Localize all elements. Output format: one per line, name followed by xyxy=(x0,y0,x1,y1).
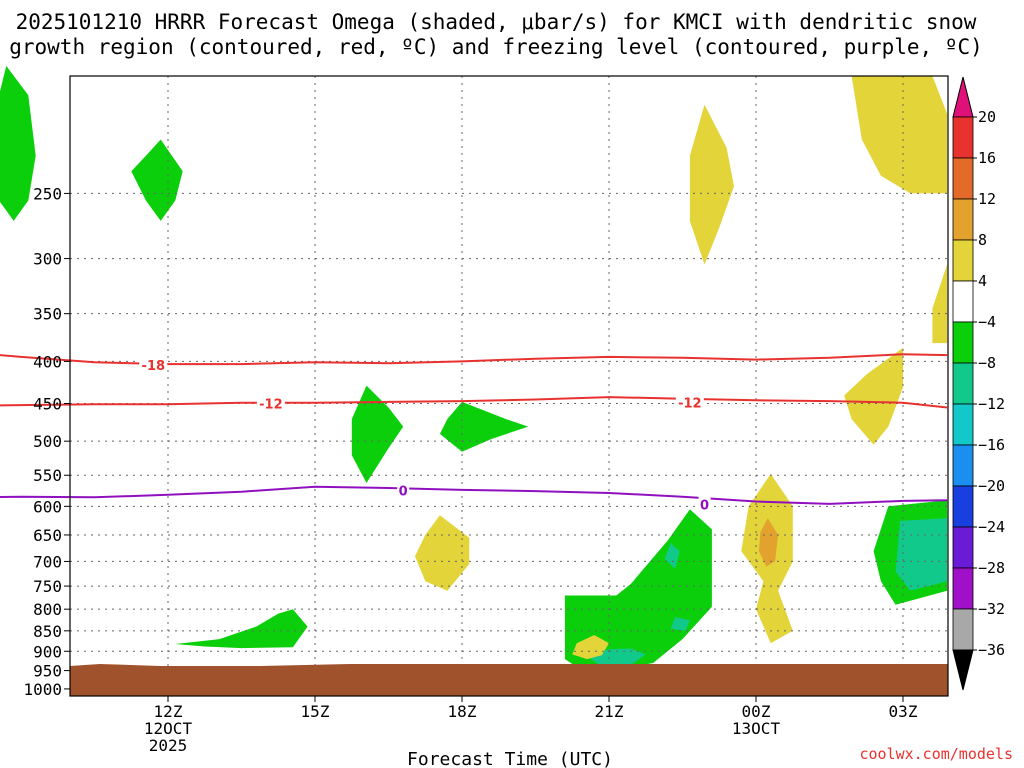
y-tick-label-350: 350 xyxy=(33,305,62,324)
colorbar-segment-11 xyxy=(952,567,974,610)
x-tick-label-15Z-1: 15Z xyxy=(301,702,330,721)
contour-lines xyxy=(0,353,948,505)
colorbar-segment-8 xyxy=(952,444,974,487)
colorbar-segment-1 xyxy=(952,157,974,200)
contour-dgz-top xyxy=(0,353,948,366)
colorbar-label-12: −32 xyxy=(978,600,1005,618)
x-tick-label-18Z-1: 18Z xyxy=(448,702,477,721)
shaded-region-upward-480 xyxy=(351,385,404,483)
contour-label-bg-1 xyxy=(256,395,285,410)
colorbar-label-5: −4 xyxy=(978,313,996,331)
contour-label-4: 0 xyxy=(399,485,408,500)
y-tick-label-950: 950 xyxy=(33,662,62,681)
contour-label-bg-5 xyxy=(698,496,711,511)
y-axis-pressure: 2503003504004505005506006507007508008509… xyxy=(23,184,70,699)
colorbar-segment-3 xyxy=(952,239,974,282)
y-tick-label-700: 700 xyxy=(33,552,62,571)
shaded-region-upward-250-b xyxy=(131,139,183,221)
colorbar-label-8: −16 xyxy=(978,436,1005,454)
shaded-region-sinking-250-b xyxy=(851,76,948,194)
x-tick-label-03Z-1: 03Z xyxy=(889,702,918,721)
shaded-region-sinking-700-core xyxy=(758,518,779,567)
terrain-ground xyxy=(70,664,948,696)
x-tick-label-12Z-1: 12Z xyxy=(154,702,183,721)
shaded-region-upward-490 xyxy=(439,401,529,452)
colorbar-label-11: −28 xyxy=(978,559,1005,577)
colorbar-segment-7 xyxy=(952,403,974,446)
plot-frame xyxy=(69,75,949,697)
colorbar-label-7: −12 xyxy=(978,395,1005,413)
colorbar-label-13: −36 xyxy=(978,641,1005,659)
colorbar-label-10: −24 xyxy=(978,518,1005,536)
x-tick-label-12Z-2: 12OCT xyxy=(144,719,193,738)
y-tick-label-850: 850 xyxy=(33,622,62,641)
contour-label-1: -12 xyxy=(259,398,283,413)
y-tick-label-300: 300 xyxy=(33,250,62,269)
shaded-region-upward-250-a xyxy=(0,65,36,221)
shaded-region-upward-660-core xyxy=(895,518,948,591)
colorbar-segment-4 xyxy=(952,280,974,323)
y-tick-label-500: 500 xyxy=(33,432,62,451)
shaded-region-sinking-250-a xyxy=(689,104,734,265)
shaded-region-sinking-330 xyxy=(932,264,948,344)
y-tick-label-400: 400 xyxy=(33,352,62,371)
y-tick-label-750: 750 xyxy=(33,577,62,596)
y-tick-label-650: 650 xyxy=(33,526,62,545)
contour-label-5: 0 xyxy=(700,499,709,514)
contour-label-bg-2 xyxy=(675,394,704,409)
colorbar-label-0: 20 xyxy=(978,108,996,126)
contour-label-2: -12 xyxy=(678,397,702,412)
contour-label-bg-4 xyxy=(397,482,410,497)
x-tick-label-12Z-3: 2025 xyxy=(149,736,188,755)
colorbar-label-1: 16 xyxy=(978,149,996,167)
colorbar-segment-6 xyxy=(952,362,974,405)
y-tick-label-250: 250 xyxy=(33,184,62,203)
colorbar-segment-5 xyxy=(952,321,974,364)
colorbar-segment-0 xyxy=(952,116,974,159)
shaded-region-upward-800-core3 xyxy=(670,617,690,631)
contour-dgz-bottom xyxy=(0,396,948,409)
y-tick-label-900: 900 xyxy=(33,642,62,661)
plot-background xyxy=(70,76,948,696)
colorbar-bottom-arrow xyxy=(952,649,974,691)
contour-label-0: -18 xyxy=(142,359,166,374)
grid-lines xyxy=(70,76,948,696)
colorbar-label-3: 8 xyxy=(978,231,987,249)
shaded-region-sinking-450 xyxy=(844,347,903,445)
colorbar-top-arrow xyxy=(952,76,974,118)
chart-title-line2: growth region (contoured, red, ºC) and f… xyxy=(9,35,983,59)
contour-labels: -18-12-12000 xyxy=(139,356,711,514)
colorbar-label-9: −20 xyxy=(978,477,1005,495)
shaded-region-upward-800-core2 xyxy=(664,543,680,569)
colorbar-label-6: −8 xyxy=(978,354,996,372)
plot-area: -18-12-12000 xyxy=(0,65,949,697)
colorbar-segment-12 xyxy=(952,608,974,651)
y-tick-label-600: 600 xyxy=(33,497,62,516)
x-tick-label-21Z-1: 21Z xyxy=(595,702,624,721)
contour-freezing-level xyxy=(0,485,948,505)
y-tick-label-550: 550 xyxy=(33,466,62,485)
colorbar: 20 16 12 8 4 −4 −8 −12 −16 −20 −24 −28 −32 −36 xyxy=(952,76,1005,691)
y-tick-label-1000: 1000 xyxy=(23,680,62,699)
colorbar-label-4: 4 xyxy=(978,272,987,290)
x-axis-title: Forecast Time (UTC) xyxy=(407,749,613,768)
contour-label-bg-0 xyxy=(139,356,168,371)
x-tick-label-00Z-2: 13OCT xyxy=(732,719,781,738)
shaded-region-sinking-660 xyxy=(415,515,470,591)
colorbar-segment-10 xyxy=(952,526,974,569)
y-tick-label-450: 450 xyxy=(33,395,62,414)
y-tick-label-800: 800 xyxy=(33,600,62,619)
colorbar-label-2: 12 xyxy=(978,190,996,208)
x-tick-label-00Z-1: 00Z xyxy=(742,702,771,721)
chart-title-line1: 2025101210 HRRR Forecast Omega (shaded, … xyxy=(16,10,977,34)
colorbar-segment-2 xyxy=(952,198,974,241)
shaded-region-upward-880 xyxy=(175,609,308,649)
colorbar-segment-9 xyxy=(952,485,974,528)
shaded-region-sinking-900 xyxy=(572,635,609,660)
credit-text: coolwx.com/models xyxy=(859,745,1013,763)
omega-shaded-regions xyxy=(0,65,948,669)
